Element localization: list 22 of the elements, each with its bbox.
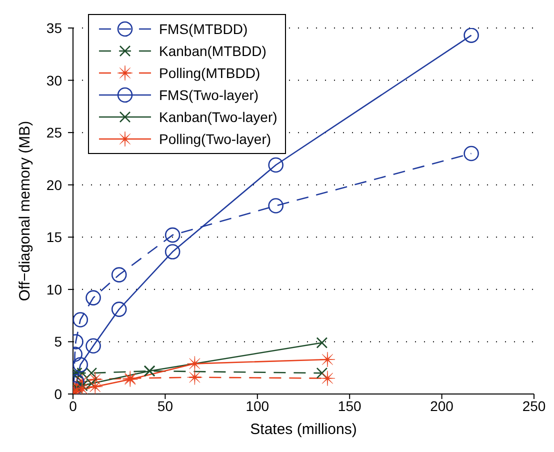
legend-label: Kanban(Two-layer) xyxy=(159,109,278,125)
x-tick-label: 50 xyxy=(157,398,174,414)
x-tick-label: 250 xyxy=(522,398,546,414)
legend-label: Polling(Two-layer) xyxy=(159,131,272,147)
y-tick-label: 20 xyxy=(46,176,62,193)
x-tick-label: 200 xyxy=(430,398,454,414)
x-axis-title: States (millions) xyxy=(250,421,357,438)
y-tick-label: 25 xyxy=(46,124,62,141)
y-tick-label: 35 xyxy=(46,20,62,36)
x-tick-label: 100 xyxy=(246,398,270,414)
x-tick-label: 0 xyxy=(69,398,78,414)
y-axis-title: Off−diagonal memory (MB) xyxy=(16,120,34,302)
y-tick-label: 0 xyxy=(54,386,62,402)
legend-label: FMS(MTBDD) xyxy=(159,21,248,37)
y-tick-label: 10 xyxy=(46,281,62,298)
y-tick-label: 30 xyxy=(46,72,62,88)
legend-label: Kanban(MTBDD) xyxy=(159,43,266,59)
legend-label: Polling(MTBDD) xyxy=(159,65,260,81)
x-tick-label: 150 xyxy=(338,398,362,414)
legend-label: FMS(Two-layer) xyxy=(159,87,259,103)
y-tick-label: 5 xyxy=(54,334,62,350)
y-tick-label: 15 xyxy=(46,229,62,246)
